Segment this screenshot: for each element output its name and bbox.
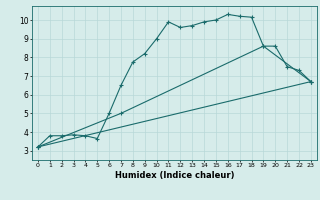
- X-axis label: Humidex (Indice chaleur): Humidex (Indice chaleur): [115, 171, 234, 180]
